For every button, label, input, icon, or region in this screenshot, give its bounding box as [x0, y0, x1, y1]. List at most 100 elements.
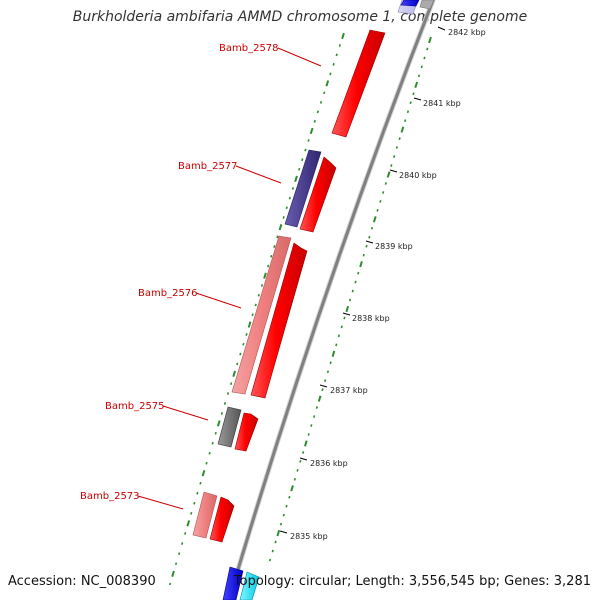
scale-tick: [279, 530, 288, 534]
track-dot: [184, 532, 187, 535]
track-dot: [181, 542, 184, 545]
track-dot: [271, 549, 274, 553]
track-dot: [247, 321, 252, 328]
track-dot: [310, 424, 313, 427]
track-dot: [317, 395, 322, 402]
track-dot: [201, 470, 206, 477]
track-dot: [335, 53, 338, 57]
backbone-line: [227, 0, 435, 600]
track-dot: [304, 148, 307, 152]
track-dot: [379, 199, 382, 203]
track-dot: [332, 62, 335, 66]
track-dot: [216, 420, 221, 427]
track-dot: [307, 139, 310, 142]
track-dot: [288, 196, 291, 200]
scale-tick: [299, 457, 308, 461]
track-dot: [205, 461, 208, 465]
gene-label-bamb-2573[interactable]: Bamb_2573: [80, 491, 140, 502]
track-dot: [315, 406, 318, 409]
gene-label-bamb-2576[interactable]: Bamb_2576: [138, 288, 198, 299]
track-dot: [186, 520, 191, 527]
track-dot: [223, 402, 227, 405]
cds-bamb-2573-arrow[interactable]: [209, 496, 235, 543]
track-dot: [299, 459, 302, 463]
track-dot: [341, 32, 345, 40]
track-dot: [239, 352, 242, 356]
track-dot: [214, 431, 217, 435]
track-dot: [414, 81, 419, 89]
track-dot: [325, 80, 330, 87]
track-dot: [409, 101, 412, 105]
track-dot: [321, 388, 324, 392]
track-dot: [406, 110, 410, 114]
track-dot: [251, 313, 254, 317]
tick-label: 2836 kbp: [310, 459, 348, 468]
track-dot: [309, 127, 314, 135]
cds-blue-bottom-feature[interactable]: [222, 566, 244, 600]
gene-label-bamb-2575[interactable]: Bamb_2575: [105, 401, 165, 412]
tick-label: 2835 kbp: [290, 532, 328, 541]
track-dot: [337, 334, 341, 338]
gene-labels: Bamb_2578 Bamb_2577 Bamb_2576 Bamb_2575 …: [80, 43, 322, 510]
track-dot: [354, 280, 357, 284]
track-dot: [293, 477, 296, 481]
scale-tick: [389, 169, 398, 173]
track-dot: [323, 91, 326, 95]
track-dot: [398, 137, 401, 141]
track-dot: [301, 158, 304, 162]
track-dot: [229, 382, 233, 386]
track-dot: [329, 72, 332, 76]
track-dot: [351, 289, 354, 293]
track-dot: [302, 451, 305, 454]
track-dot: [329, 361, 332, 365]
cds-bamb-2573-feature[interactable]: [192, 491, 218, 539]
gene-label-bamb-2577[interactable]: Bamb_2577: [178, 161, 238, 172]
track-dot: [412, 92, 415, 96]
cds-bamb-2577-arrow[interactable]: [299, 156, 337, 233]
track-dot: [357, 271, 360, 275]
track-dot: [245, 333, 248, 336]
cds-gray-top-feature[interactable]: [419, 0, 435, 10]
cds-bamb-2576-arrow[interactable]: [250, 242, 308, 399]
track-dot: [316, 110, 320, 114]
track-dot: [260, 284, 264, 287]
tick-label: 2839 kbp: [375, 242, 413, 251]
cds-bamb-2575-arrow[interactable]: [234, 412, 259, 452]
cds-bamb-2576-feature[interactable]: [231, 235, 292, 395]
track-dot: [343, 316, 346, 320]
cds-bamb-2578-arrow[interactable]: [331, 29, 386, 138]
track-dot: [278, 223, 283, 231]
scale-tick: [342, 312, 351, 316]
track-dot: [254, 303, 257, 307]
cds-bamb-2577-feature[interactable]: [284, 149, 322, 228]
track-dot: [428, 36, 432, 44]
track-dot: [282, 513, 285, 517]
cds-cyan-bottom-feature[interactable]: [239, 571, 260, 600]
tick-label: 2842 kbp: [448, 28, 486, 37]
tick-label: 2837 kbp: [330, 386, 368, 395]
cds-blue-top-feature[interactable]: [400, 0, 420, 7]
track-dot: [423, 56, 426, 60]
scale-tick: [437, 26, 446, 31]
track-dot: [226, 392, 230, 395]
track-dot: [236, 362, 239, 366]
track-dot: [208, 451, 211, 455]
track-dot: [386, 171, 391, 178]
track-dot: [326, 370, 330, 374]
gene-label-bamb-2578[interactable]: Bamb_2578: [219, 43, 279, 54]
track-dot: [420, 65, 423, 69]
track-dot: [220, 412, 223, 415]
track-dot: [294, 175, 298, 183]
track-dot: [348, 298, 352, 302]
track-dot: [382, 191, 385, 194]
genome-summary-text: Topology: circular; Length: 3,556,545 bp…: [233, 574, 591, 589]
gene-label-leader: [195, 292, 242, 309]
scale-ticks: 2842 kbp 2841 kbp 2840 kbp 2839 kbp 2838…: [279, 26, 486, 541]
track-dot: [335, 343, 338, 347]
track-dot: [279, 522, 283, 526]
track-dot: [276, 235, 279, 239]
track-dot: [273, 245, 276, 248]
track-dot: [270, 254, 273, 258]
cds-bamb-2575-feature[interactable]: [217, 406, 242, 448]
